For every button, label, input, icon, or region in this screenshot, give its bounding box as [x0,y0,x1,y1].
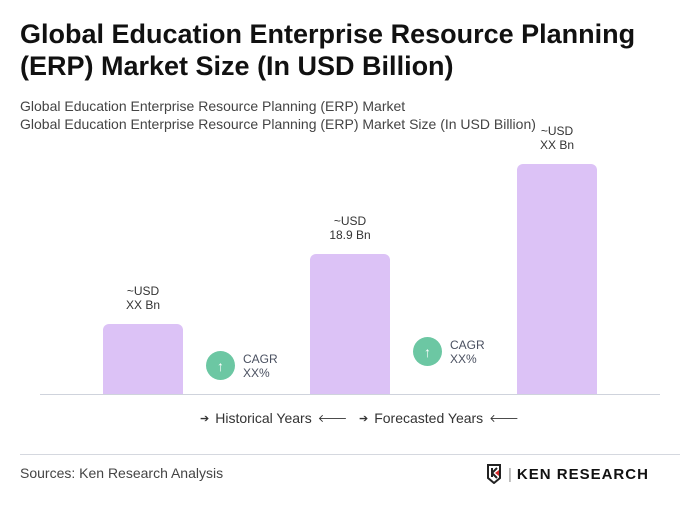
arrow-up-icon: ↑ [206,351,235,380]
value-text: XX Bn [125,298,161,312]
bar-value-label: ~USD XX Bn [507,124,607,152]
legend-historical: ➔ Historical Years 🡐 [200,410,347,426]
ken-logo-icon [487,464,501,484]
legend-label: Forecasted Years [374,410,484,426]
logo-text: KEN RESEARCH [516,465,649,483]
footer-divider [20,454,680,455]
cagr-value: XX% [450,351,477,366]
cagr-value: XX% [243,365,270,380]
legend-label: Historical Years [215,410,312,426]
sources-text: Sources: Ken Research Analysis [20,465,224,481]
arrow-right-icon: ➔ [359,412,369,425]
arrow-up-icon: ↑ [413,337,442,366]
value-text: XX Bn [539,137,575,152]
page-title: Global Education Enterprise Resource Pla… [20,19,636,81]
cagr-badge-1: ↑ CAGR XX% [206,351,278,380]
value-prefix: ~USD [126,284,160,298]
arrow-left-icon: 🡐 [489,413,519,425]
cagr-label: CAGR [243,351,278,366]
cagr-label: CAGR [450,337,485,352]
x-axis-line [40,394,660,395]
subtitle-2: Global Education Enterprise Resource Pla… [20,116,536,132]
ken-research-logo: | KEN RESEARCH [486,464,649,484]
bar-3 [517,163,597,394]
bar-2 [310,254,390,394]
value-text: 18.9 Bn [329,228,371,242]
arrow-left-icon: 🡐 [317,413,348,425]
bar-1 [103,324,183,394]
value-prefix: ~USD [540,123,574,138]
legend-forecasted: ➔ Forecasted Years 🡐 [359,410,519,426]
arrow-right-icon: ➔ [200,412,210,425]
subtitle: Global Education Enterprise Resource Pla… [20,98,406,114]
bar-value-label: ~USD 18.9 Bn [300,214,400,242]
bar-value-label: ~USD XX Bn [93,284,193,312]
cagr-badge-2: ↑ CAGR XX% [413,337,485,366]
value-prefix: ~USD [333,214,367,228]
